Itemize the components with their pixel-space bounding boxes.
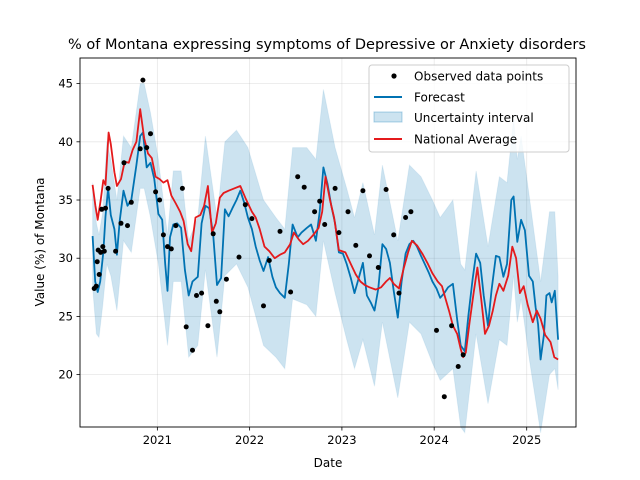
observed-point (144, 145, 150, 151)
observed-point (113, 248, 119, 254)
y-axis-ticks: 20 25 30 35 40 45 (58, 77, 80, 382)
x-tick-label: 2023 (327, 433, 356, 447)
observed-point (190, 347, 195, 353)
chart-title: % of Montana expressing symptoms of Depr… (68, 37, 586, 53)
observed-point (288, 289, 294, 295)
observed-point (336, 230, 342, 236)
observed-point (455, 364, 461, 369)
plot-frame (79, 57, 577, 428)
observed-point (213, 298, 219, 304)
observed-point (375, 265, 381, 270)
observed-point (301, 184, 307, 190)
observed-point (103, 205, 108, 211)
y-tick-label: 20 (58, 368, 73, 382)
legend: Observed data points Forecast Uncertaint… (368, 64, 570, 153)
observed-point (101, 248, 107, 254)
observed-point (157, 197, 163, 203)
observed-point (434, 327, 439, 333)
observed-point (148, 131, 153, 137)
observed-point (383, 187, 389, 192)
observed-point (140, 77, 146, 83)
legend-national-label: National Average (414, 133, 517, 147)
observed-point (94, 259, 100, 265)
observed-point (118, 220, 124, 226)
observed-point (236, 254, 242, 260)
observed-point (173, 223, 179, 229)
observed-point (441, 394, 447, 400)
observed-point (249, 216, 255, 222)
observed-point (345, 209, 351, 215)
observed-point (353, 242, 359, 248)
forecast-line (91, 131, 559, 361)
x-axis-label: Date (314, 456, 343, 470)
legend-observed-label: Observed data points (414, 70, 543, 84)
legend-uncertainty-swatch (373, 111, 403, 123)
y-tick-label: 25 (58, 309, 73, 323)
observed-point (391, 232, 397, 238)
observed-point (332, 185, 338, 191)
observed-point (99, 206, 105, 212)
national-average-layer (91, 108, 559, 361)
observed-point (367, 253, 372, 259)
observed-point (183, 324, 189, 330)
national-average-line (91, 108, 559, 361)
observed-point (93, 283, 99, 289)
observed-point (277, 228, 283, 234)
legend-observed-marker (391, 73, 397, 79)
observed-point (295, 174, 301, 180)
observed-point (266, 258, 272, 263)
observed-point (317, 198, 323, 204)
observed-point (165, 244, 170, 250)
x-tick-label: 2025 (512, 433, 541, 447)
y-tick-label: 35 (58, 193, 73, 207)
x-tick-label: 2021 (143, 433, 172, 447)
y-tick-label: 30 (58, 251, 73, 265)
observed-point (460, 352, 466, 358)
observed-point (168, 246, 174, 252)
observed-point (153, 189, 159, 195)
observed-point (179, 185, 185, 191)
x-tick-label: 2022 (235, 433, 264, 447)
x-tick-label: 2024 (420, 433, 449, 447)
legend-forecast-label: Forecast (414, 91, 465, 105)
x-axis-ticks: 2021 2022 2023 2024 2025 (143, 427, 541, 447)
observed-point (100, 244, 106, 250)
observed-point (128, 199, 134, 205)
observed-point (322, 222, 328, 227)
observed-point (403, 215, 409, 220)
observed-point (261, 303, 266, 309)
observed-point (121, 160, 127, 166)
observed-point (217, 309, 223, 315)
observed-point (312, 209, 318, 215)
observed-point (360, 188, 366, 194)
legend-uncertainty-label: Uncertainty interval (414, 111, 534, 125)
observed-point (205, 323, 211, 329)
observed-point (137, 146, 143, 152)
y-tick-label: 45 (58, 77, 73, 91)
observed-point (210, 231, 216, 237)
y-axis-label: Value (%) of Montana (33, 177, 47, 306)
legend-frame (368, 64, 570, 153)
observed-point (242, 202, 248, 208)
observed-points-layer (91, 77, 466, 400)
observed-point (160, 232, 166, 238)
observed-point (408, 209, 414, 215)
y-tick-label: 40 (58, 135, 73, 149)
observed-point (105, 185, 111, 191)
forecast-layer (91, 131, 559, 361)
observed-point (194, 293, 199, 298)
observed-point (96, 272, 102, 277)
observed-point (449, 323, 455, 329)
observed-point (199, 290, 205, 296)
observed-point (125, 223, 130, 229)
observed-point (223, 276, 229, 282)
observed-point (396, 290, 402, 296)
